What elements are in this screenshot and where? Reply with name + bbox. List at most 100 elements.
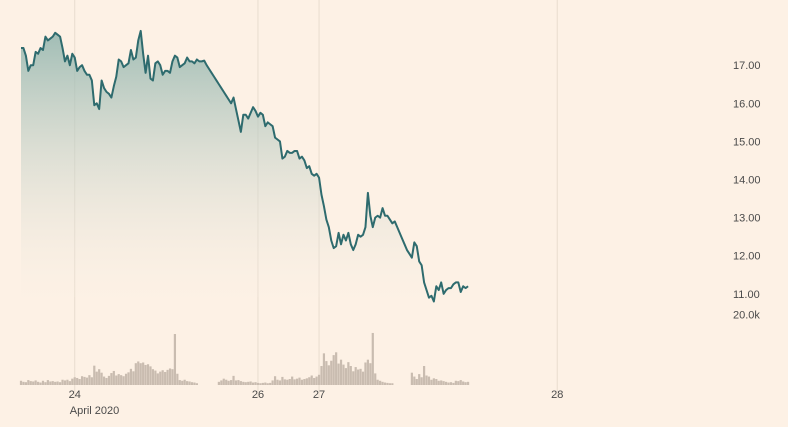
- volume-bar: [410, 372, 413, 385]
- volume-bar: [288, 379, 291, 385]
- volume-bar: [335, 352, 338, 385]
- volume-bar: [132, 371, 135, 385]
- volume-bar: [154, 370, 157, 385]
- volume-bar: [349, 366, 352, 385]
- volume-bar: [332, 355, 335, 385]
- volume-bars: [19, 332, 470, 385]
- volume-bar: [291, 376, 294, 385]
- volume-bar: [322, 353, 326, 385]
- volume-bar: [357, 369, 360, 385]
- volume-bar: [432, 378, 435, 385]
- volume-bar: [266, 383, 269, 385]
- volume-bar: [181, 380, 184, 385]
- volume-bar: [24, 382, 27, 385]
- volume-bar: [303, 379, 306, 385]
- volume-bar: [105, 377, 108, 385]
- volume-bar: [29, 381, 32, 385]
- volume-bar: [359, 368, 362, 385]
- volume-bar: [283, 379, 286, 385]
- volume-bar: [63, 380, 67, 385]
- price-area-fill: [21, 30, 469, 302]
- volume-bar: [37, 381, 40, 385]
- volume-bar: [54, 381, 57, 385]
- volume-bar: [293, 379, 296, 385]
- volume-bar: [156, 373, 159, 385]
- volume-bar: [435, 379, 438, 385]
- volume-axis: 20.0k: [733, 310, 760, 322]
- volume-bar: [227, 380, 230, 385]
- volume-bar: [44, 382, 47, 385]
- volume-bar: [93, 365, 96, 385]
- price-line: [21, 29, 469, 303]
- volume-bar: [142, 362, 145, 385]
- volume-bar: [369, 363, 372, 385]
- volume-bar: [127, 372, 130, 385]
- volume-bar: [19, 380, 23, 385]
- volume-bar: [137, 361, 140, 385]
- volume-bar: [76, 377, 79, 385]
- volume-bar: [98, 369, 101, 385]
- volume-bar: [462, 381, 465, 385]
- volume-bar: [247, 381, 250, 385]
- volume-bar: [39, 382, 42, 385]
- volume-bar: [164, 371, 167, 385]
- volume-bar: [217, 381, 220, 385]
- volume-bar: [149, 366, 152, 385]
- volume-bar: [330, 360, 333, 385]
- volume-bar: [354, 367, 357, 385]
- volume-bar: [269, 382, 272, 385]
- volume-bar: [146, 364, 150, 385]
- price-tick-label: 11.00: [733, 289, 760, 301]
- volume-bar: [244, 382, 247, 385]
- volume-bar: [342, 364, 345, 385]
- volume-bar: [251, 382, 255, 385]
- volume-bar: [58, 382, 62, 385]
- volume-bar: [41, 380, 45, 385]
- volume-bar: [110, 373, 113, 385]
- volume-bar: [46, 380, 49, 385]
- volume-bar: [447, 382, 450, 385]
- volume-bar: [122, 376, 125, 385]
- volume-bar: [115, 375, 118, 385]
- volume-bar: [271, 380, 274, 385]
- volume-bar: [388, 383, 391, 385]
- volume-bar: [295, 378, 299, 385]
- volume-bar: [298, 377, 301, 385]
- volume-bar: [95, 371, 98, 385]
- volume-bar: [420, 377, 423, 385]
- volume-bar: [418, 374, 421, 385]
- volume-bar: [166, 369, 169, 385]
- volume-bar: [193, 382, 196, 385]
- volume-bar: [188, 381, 191, 385]
- volume-bar: [232, 375, 235, 385]
- volume-bar: [430, 379, 433, 385]
- volume-bar: [379, 380, 382, 385]
- volume-bar: [129, 368, 133, 385]
- volume-bar: [386, 382, 389, 385]
- volume-bar: [68, 381, 71, 385]
- volume-bar: [278, 380, 282, 385]
- volume-bar: [144, 364, 147, 385]
- volume-bar: [242, 381, 245, 385]
- price-tick-label: 16.00: [733, 98, 761, 110]
- volume-bar: [234, 380, 238, 385]
- volume-bar: [27, 380, 30, 385]
- volume-bar: [383, 382, 387, 385]
- x-axis-sublabel: April 2020: [70, 405, 120, 417]
- volume-bar: [452, 382, 455, 385]
- volume-bar: [339, 359, 343, 385]
- volume-bar: [459, 380, 462, 385]
- volume-bar: [427, 376, 431, 385]
- volume-bar: [107, 375, 111, 385]
- volume-bar: [195, 383, 198, 385]
- volume-bar: [239, 381, 242, 385]
- volume-bar: [168, 368, 172, 385]
- volume-bar: [173, 334, 177, 385]
- volume-bar: [22, 381, 25, 385]
- volume-bar: [273, 376, 277, 385]
- x-axis: 24 26 27 28: [69, 389, 564, 401]
- volume-bar: [310, 375, 313, 385]
- volume-bar: [415, 379, 418, 385]
- volume-bar: [440, 380, 443, 385]
- volume-bar: [413, 376, 416, 385]
